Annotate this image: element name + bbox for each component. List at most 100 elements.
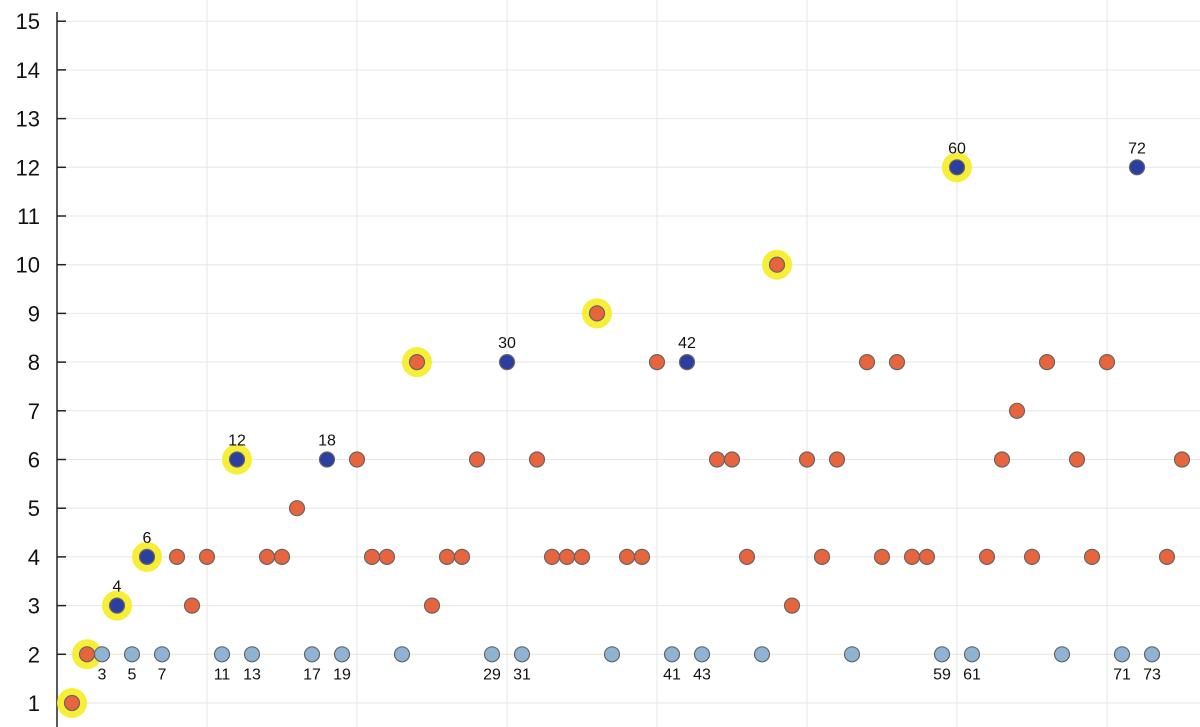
point-n-17: [303, 646, 321, 663]
point-n-39: [633, 548, 651, 566]
point-n-68: [1068, 451, 1086, 468]
point-n-54: [858, 354, 876, 371]
point-label-5: 5: [128, 666, 137, 683]
point-n-57: [903, 548, 921, 566]
y-tick-label-10: 10: [16, 253, 40, 278]
point-label-72: 72: [1128, 140, 1146, 157]
y-tick-label-12: 12: [16, 155, 40, 180]
point-n-22: [378, 548, 396, 566]
point-label-42: 42: [678, 335, 696, 352]
y-tick-label-7: 7: [28, 399, 40, 424]
point-n-11: [213, 646, 231, 663]
point-n-30: [498, 354, 516, 371]
point-n-36: [588, 305, 606, 322]
point-n-65: [1023, 548, 1041, 566]
point-n-59: [933, 646, 951, 663]
point-n-64: [1008, 402, 1026, 419]
point-n-55: [873, 548, 891, 566]
point-n-70: [1098, 354, 1116, 371]
y-tick-label-3: 3: [28, 594, 40, 619]
point-n-25: [423, 597, 441, 614]
point-label-30: 30: [498, 335, 516, 352]
point-labels: 4 6 12 18 30 42 60 72 3 5 7 11 13 17 19 29 31 41 43 59 61 71 7…: [98, 140, 1161, 683]
point-n-14: [258, 548, 276, 566]
point-n-40: [648, 354, 666, 371]
point-n-5: [123, 646, 141, 663]
grid-lines: [57, 0, 1200, 727]
point-n-75: [1173, 451, 1191, 468]
point-label-4: 4: [113, 579, 122, 596]
point-n-46: [738, 548, 756, 566]
y-tick-label-9: 9: [28, 301, 40, 326]
y-tick-label-5: 5: [28, 496, 40, 521]
point-n-8: [168, 548, 186, 566]
point-label-12: 12: [228, 433, 246, 450]
point-n-4: [108, 597, 126, 614]
point-n-66: [1038, 354, 1056, 371]
point-n-47: [753, 646, 771, 663]
point-n-2: [78, 646, 96, 663]
point-n-50: [798, 451, 816, 468]
point-n-7: [153, 646, 171, 663]
point-n-35: [573, 548, 591, 566]
point-n-71: [1113, 646, 1131, 663]
point-n-41: [663, 646, 681, 663]
y-tick-label-15: 15: [16, 9, 40, 34]
y-tick-label-14: 14: [16, 58, 40, 83]
point-n-24: [408, 354, 426, 371]
point-n-60: [948, 159, 966, 176]
point-label-73: 73: [1143, 666, 1161, 683]
point-label-6: 6: [143, 530, 152, 547]
point-n-44: [708, 451, 726, 468]
point-n-73: [1143, 646, 1161, 663]
point-n-45: [723, 451, 741, 468]
point-n-20: [348, 451, 366, 468]
point-label-71: 71: [1113, 666, 1131, 683]
point-n-29: [483, 646, 501, 663]
point-label-7: 7: [158, 666, 167, 683]
point-n-27: [453, 548, 471, 566]
point-n-52: [828, 451, 846, 468]
y-tick-label-11: 11: [17, 204, 40, 229]
point-label-59: 59: [933, 666, 951, 683]
point-n-26: [438, 548, 456, 566]
point-n-1: [63, 694, 81, 712]
point-n-31: [513, 646, 531, 663]
point-n-62: [978, 548, 996, 566]
point-n-63: [993, 451, 1011, 468]
point-label-60: 60: [948, 140, 966, 157]
point-label-61: 61: [963, 666, 981, 683]
point-n-69: [1083, 548, 1101, 566]
point-n-61: [963, 646, 981, 663]
point-label-13: 13: [243, 666, 261, 683]
point-n-9: [183, 597, 201, 614]
point-n-16: [288, 500, 306, 517]
y-tick-label-6: 6: [28, 448, 40, 473]
point-label-43: 43: [693, 666, 711, 683]
y-tick-label-1: 1: [28, 691, 40, 716]
y-axis: [56, 12, 66, 727]
point-label-3: 3: [98, 666, 107, 683]
point-n-67: [1053, 646, 1071, 663]
point-n-34: [558, 548, 576, 566]
point-label-17: 17: [303, 666, 321, 683]
y-tick-label-4: 4: [28, 545, 40, 570]
point-n-49: [783, 597, 801, 614]
y-tick-label-8: 8: [28, 350, 40, 375]
y-tick-label-2: 2: [28, 642, 40, 667]
point-n-72: [1128, 159, 1146, 176]
point-n-42: [678, 354, 696, 371]
point-n-37: [603, 646, 621, 663]
point-n-74: [1158, 548, 1176, 566]
data-points: [57, 152, 1191, 718]
point-n-48: [768, 256, 786, 273]
point-label-31: 31: [513, 666, 531, 683]
point-n-15: [273, 548, 291, 566]
point-n-56: [888, 354, 906, 371]
y-tick-label-13: 13: [16, 107, 40, 132]
point-label-18: 18: [318, 433, 336, 450]
point-label-11: 11: [214, 666, 231, 683]
point-n-19: [333, 646, 351, 663]
